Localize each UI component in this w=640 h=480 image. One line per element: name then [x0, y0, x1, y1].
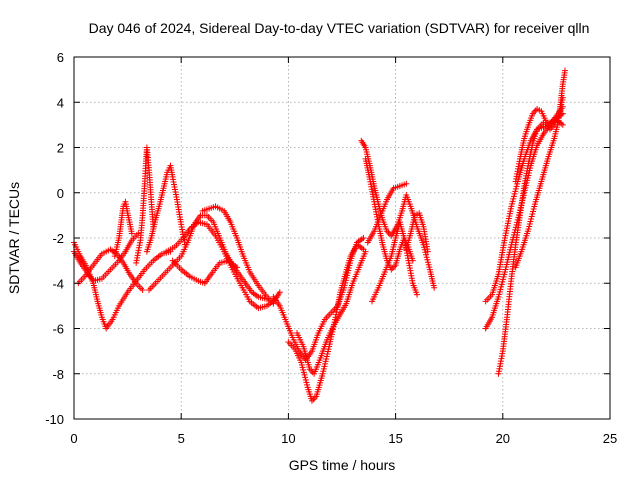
data-point	[360, 235, 367, 241]
data-point	[414, 291, 421, 298]
y-tick-label-4: -2	[52, 231, 64, 246]
data-points	[71, 67, 568, 404]
series-track-v	[512, 67, 568, 271]
data-point	[559, 94, 566, 101]
data-point	[561, 67, 568, 74]
y-tick-label-3: -4	[52, 276, 64, 291]
series-track-q	[369, 219, 421, 305]
series-track-d	[111, 198, 135, 260]
y-tick-label-2: -6	[52, 322, 64, 337]
series-track-a	[71, 239, 174, 332]
data-point	[424, 248, 431, 255]
y-tick-label-1: -8	[52, 367, 64, 382]
series-track-w	[512, 94, 566, 185]
y-tick-label-0: -10	[45, 412, 64, 427]
y-axis-ticks: -10 -8 -6 -4 -2 0 2 4 6	[45, 50, 610, 427]
chart-title: Day 046 of 2024, Sidereal Day-to-day VTE…	[89, 20, 590, 36]
x-tick-label-1: 5	[178, 431, 185, 446]
y-axis-label: SDTVAR / TECUs	[6, 182, 22, 294]
data-point	[362, 248, 369, 255]
x-tick-label-4: 20	[496, 431, 510, 446]
x-tick-label-3: 15	[388, 431, 402, 446]
data-point	[559, 121, 566, 128]
data-point	[403, 180, 410, 187]
series-track-j	[169, 257, 240, 287]
y-tick-label-7: 4	[57, 95, 64, 110]
y-tick-label-6: 2	[57, 141, 64, 156]
y-tick-label-8: 6	[57, 50, 64, 65]
data-point	[431, 284, 438, 291]
series-track-o	[362, 155, 416, 273]
series-track-l	[285, 241, 367, 404]
data-point	[139, 287, 146, 294]
data-point	[270, 300, 277, 307]
x-tick-label-2: 10	[281, 431, 295, 446]
x-tick-label-5: 25	[603, 431, 617, 446]
series-track-r	[403, 210, 431, 255]
series-track-e	[133, 144, 157, 266]
series-track-m	[293, 248, 369, 377]
series-track-p	[364, 180, 410, 246]
series-track-u	[495, 117, 566, 377]
series-track-i	[199, 203, 277, 307]
y-tick-label-5: 0	[57, 186, 64, 201]
x-tick-label-0: 0	[70, 431, 77, 446]
data-point	[233, 264, 240, 271]
series-track-h	[163, 219, 283, 312]
data-point	[128, 230, 135, 237]
grid	[74, 57, 610, 419]
x-axis-label: GPS time / hours	[289, 457, 396, 473]
series-track-b	[71, 230, 142, 284]
data-point	[276, 289, 283, 296]
x-axis-ticks: 0 5 10 15 20 25	[70, 57, 617, 446]
series-track-c	[75, 246, 146, 294]
series-track-n	[358, 137, 438, 291]
